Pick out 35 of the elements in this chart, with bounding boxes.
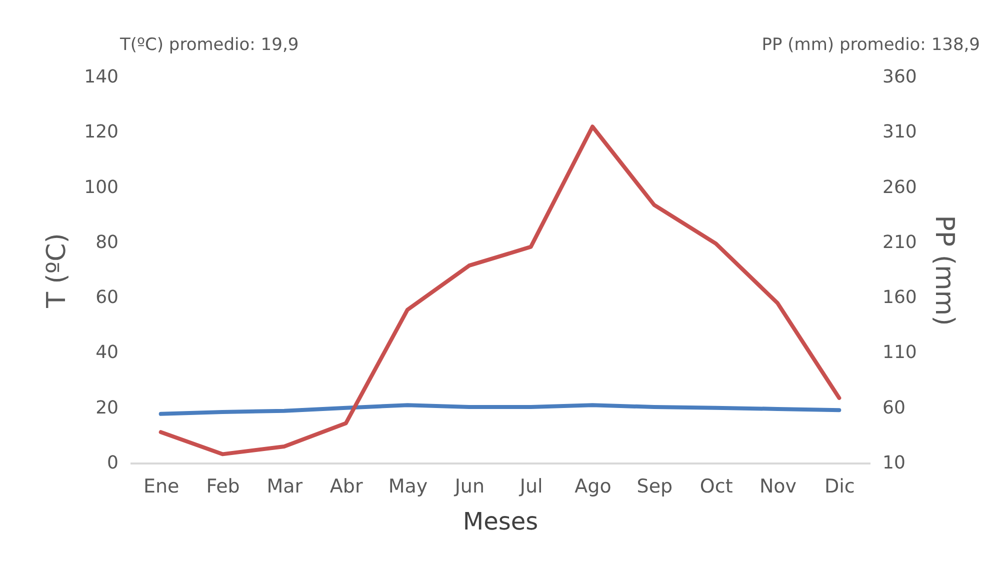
y2-tick-label: 360 [882,66,917,88]
y2-tick-label: 310 [882,122,917,143]
y-tick-label: 0 [107,452,118,474]
x-tick-label: Oct [700,476,733,498]
x-axis-title: Meses [462,508,538,536]
text: PP (mm) promedio: 138,9 [762,35,980,55]
x-tick-label: Mar [266,476,303,498]
y-tick-label: 120 [84,122,118,143]
y-axis-title: T (ºC) [42,233,72,309]
line-series [158,124,842,456]
y2-tick-label: 110 [882,342,917,364]
x-tick-label: Ago [574,476,612,498]
y-tick-label: 40 [96,342,118,364]
y2-tick-label: 160 [882,287,917,308]
x-tick-label: Sep [636,476,673,498]
x-tick-label: Feb [206,476,240,498]
y-tick-label: 60 [96,287,118,308]
x-tick-label: May [388,476,428,498]
y-tick-label: 100 [84,176,118,198]
x-tick-label: Jun [454,476,485,498]
y2-tick-label: 210 [882,232,917,253]
line-series [158,403,842,416]
x-tick-label: Dic [824,476,855,498]
x-tick-label: Abr [330,476,363,498]
y2-tick-label: 260 [882,176,917,198]
y-tick-label: 20 [96,397,118,418]
x-tick-label: Jul [518,476,543,498]
x-tick-label: Ene [143,476,180,498]
y-tick-label: 140 [84,66,118,88]
y2-tick-label: 10 [882,452,906,474]
y-tick-label: 80 [96,232,118,253]
y2-axis-title: PP (mm) [928,215,959,326]
text: T(ºC) promedio: 19,9 [119,35,299,55]
x-tick-label: Nov [759,476,797,498]
y2-tick-label: 60 [882,397,906,418]
